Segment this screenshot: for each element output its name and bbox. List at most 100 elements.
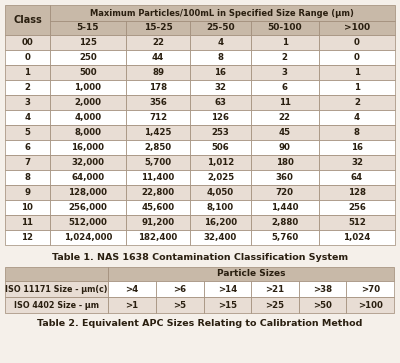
Bar — [5, 281, 108, 297]
Text: 512,000: 512,000 — [68, 218, 107, 227]
Bar — [190, 35, 251, 50]
Bar — [108, 281, 156, 297]
Bar — [5, 65, 50, 80]
Text: 11: 11 — [22, 218, 34, 227]
Bar — [126, 110, 190, 125]
Bar — [5, 215, 50, 230]
Text: >38: >38 — [313, 285, 332, 294]
Text: 16: 16 — [214, 68, 226, 77]
Bar — [190, 230, 251, 245]
Text: >25: >25 — [265, 301, 284, 310]
Text: 8: 8 — [24, 173, 30, 182]
Bar — [251, 185, 319, 200]
Bar — [251, 35, 319, 50]
Bar — [5, 140, 50, 155]
Bar — [50, 170, 126, 185]
Text: 16: 16 — [351, 143, 363, 152]
Text: 45: 45 — [279, 128, 291, 137]
Bar — [251, 50, 319, 65]
Bar — [50, 185, 126, 200]
Bar — [50, 50, 126, 65]
Text: 3: 3 — [282, 68, 288, 77]
Bar — [126, 215, 190, 230]
Text: 5-15: 5-15 — [77, 24, 99, 33]
Bar — [319, 155, 395, 170]
Bar — [190, 65, 251, 80]
Bar — [156, 297, 204, 313]
Bar — [251, 281, 299, 297]
Text: 0: 0 — [24, 53, 30, 62]
Text: 11,400: 11,400 — [142, 173, 175, 182]
Bar — [319, 80, 395, 95]
Text: 8: 8 — [218, 53, 224, 62]
Text: >50: >50 — [313, 301, 332, 310]
Text: 4: 4 — [218, 38, 224, 47]
Text: 256,000: 256,000 — [68, 203, 107, 212]
Text: 89: 89 — [152, 68, 164, 77]
Text: 1: 1 — [354, 68, 360, 77]
Bar — [319, 185, 395, 200]
Bar — [50, 21, 126, 35]
Bar — [5, 5, 50, 35]
Text: 0: 0 — [354, 53, 360, 62]
Bar — [50, 125, 126, 140]
Bar — [190, 80, 251, 95]
Bar — [319, 200, 395, 215]
Bar — [126, 35, 190, 50]
Text: 2: 2 — [24, 83, 30, 92]
Bar — [204, 297, 251, 313]
Text: 8,000: 8,000 — [74, 128, 101, 137]
Bar — [319, 95, 395, 110]
Text: 178: 178 — [149, 83, 167, 92]
Text: 1,012: 1,012 — [207, 158, 234, 167]
Text: Maximum Particles/100mL in Specified Size Range (µm): Maximum Particles/100mL in Specified Siz… — [90, 8, 354, 17]
Text: 3: 3 — [24, 98, 30, 107]
Text: 4,000: 4,000 — [74, 113, 102, 122]
Bar — [126, 230, 190, 245]
Text: 44: 44 — [152, 53, 164, 62]
Bar — [319, 125, 395, 140]
Bar — [319, 215, 395, 230]
Text: >100: >100 — [344, 24, 370, 33]
Text: 1,024: 1,024 — [343, 233, 371, 242]
Text: 15-25: 15-25 — [144, 24, 172, 33]
Bar — [5, 50, 50, 65]
Bar — [126, 95, 190, 110]
Text: 1,425: 1,425 — [144, 128, 172, 137]
Text: 7: 7 — [24, 158, 30, 167]
Bar — [299, 281, 346, 297]
Bar — [251, 21, 319, 35]
Text: 1,000: 1,000 — [74, 83, 101, 92]
Text: 128,000: 128,000 — [68, 188, 107, 197]
Text: 64,000: 64,000 — [71, 173, 104, 182]
Text: 125: 125 — [79, 38, 97, 47]
Bar — [251, 155, 319, 170]
Text: 6: 6 — [24, 143, 30, 152]
Bar — [190, 140, 251, 155]
Bar — [299, 297, 346, 313]
Bar — [50, 215, 126, 230]
Text: 8,100: 8,100 — [207, 203, 234, 212]
Text: 500: 500 — [79, 68, 97, 77]
Bar — [190, 215, 251, 230]
Bar — [251, 80, 319, 95]
Text: 45,600: 45,600 — [142, 203, 175, 212]
Text: >100: >100 — [358, 301, 383, 310]
Text: 16,200: 16,200 — [204, 218, 237, 227]
Bar — [5, 297, 108, 313]
Bar — [126, 155, 190, 170]
Text: 1,024,000: 1,024,000 — [64, 233, 112, 242]
Text: 4,050: 4,050 — [207, 188, 234, 197]
Text: 356: 356 — [149, 98, 167, 107]
Bar — [126, 21, 190, 35]
Text: >4: >4 — [126, 285, 139, 294]
Bar — [5, 110, 50, 125]
Text: 32,000: 32,000 — [71, 158, 104, 167]
Text: 22,800: 22,800 — [142, 188, 175, 197]
Bar — [251, 95, 319, 110]
Bar — [126, 170, 190, 185]
Bar — [319, 170, 395, 185]
Text: >5: >5 — [173, 301, 186, 310]
Text: 50-100: 50-100 — [268, 24, 302, 33]
Text: >21: >21 — [265, 285, 284, 294]
